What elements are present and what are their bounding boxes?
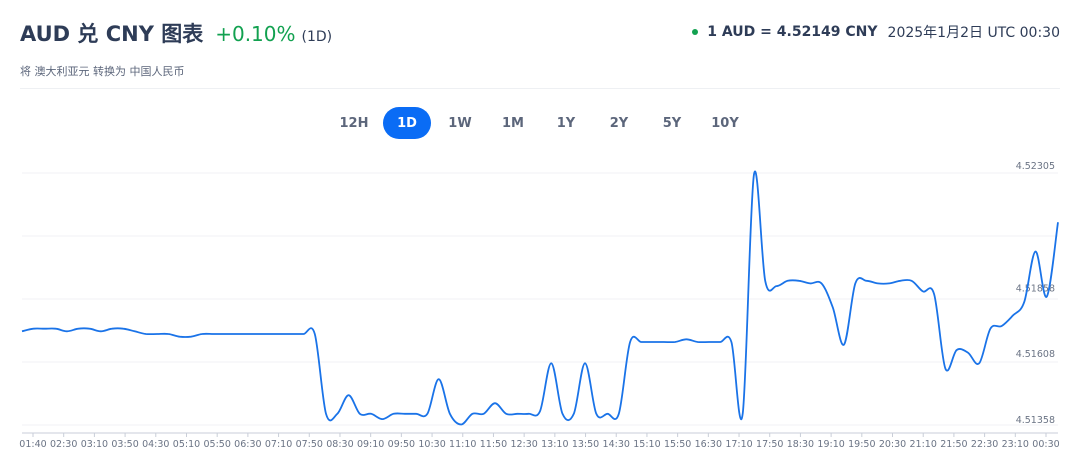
x-tick-label: 10:30 <box>418 439 445 450</box>
x-tick-label: 19:50 <box>848 439 875 450</box>
x-tick-label: 16:30 <box>695 439 722 450</box>
x-tick-label: 00:30 <box>1032 439 1059 450</box>
rate-timestamp: 2025年1月2日 UTC 00:30 <box>887 25 1060 41</box>
y-tick-label: 4.51858 <box>1016 283 1055 294</box>
change-percent: +0.10% <box>215 22 296 46</box>
x-tick-label: 18:30 <box>787 439 814 450</box>
x-tick-label: 08:30 <box>326 439 353 450</box>
x-tick-label: 07:10 <box>265 439 292 450</box>
tab-1y[interactable]: 1Y <box>556 115 576 131</box>
range-tabs: 12H 1D 1W 1M 1Y 2Y 5Y 10Y <box>330 107 754 139</box>
tab-5y[interactable]: 5Y <box>662 115 682 131</box>
current-rate: 1 AUD = 4.52149 CNY 2025年1月2日 UTC 00:30 <box>692 22 1060 42</box>
y-tick-label: 4.51358 <box>1016 415 1055 426</box>
tab-2y[interactable]: 2Y <box>609 115 629 131</box>
y-tick-label: 4.51608 <box>1016 349 1055 360</box>
page-subtitle: 将 澳大利亚元 转换为 中国人民币 <box>20 65 185 78</box>
tab-1d[interactable]: 1D <box>383 107 431 139</box>
x-tick-label: 01:40 <box>19 439 46 450</box>
live-status-dot-icon <box>692 29 699 35</box>
x-tick-label: 13:10 <box>541 439 568 450</box>
header-divider <box>20 88 1060 89</box>
x-tick-label: 22:30 <box>971 439 998 450</box>
x-tick-label: 07:50 <box>296 439 323 450</box>
x-tick-label: 23:10 <box>1002 439 1029 450</box>
tab-1w[interactable]: 1W <box>448 115 472 131</box>
x-tick-label: 13:50 <box>572 439 599 450</box>
rate-value: 1 AUD = 4.52149 CNY <box>707 24 878 40</box>
x-tick-label: 05:50 <box>203 439 230 450</box>
x-tick-label: 21:50 <box>940 439 967 450</box>
x-tick-label: 03:10 <box>81 439 108 450</box>
x-tick-label: 03:50 <box>111 439 138 450</box>
x-tick-label: 19:10 <box>817 439 844 450</box>
x-tick-label: 17:50 <box>756 439 783 450</box>
x-tick-label: 06:30 <box>234 439 261 450</box>
x-tick-label: 14:30 <box>603 439 630 450</box>
x-tick-label: 12:30 <box>510 439 537 450</box>
tab-1m[interactable]: 1M <box>502 115 524 131</box>
tab-12h[interactable]: 12H <box>339 115 369 131</box>
change-period: (1D) <box>301 29 333 45</box>
x-tick-label: 15:50 <box>664 439 691 450</box>
x-tick-label: 09:10 <box>357 439 384 450</box>
x-tick-label: 11:10 <box>449 439 476 450</box>
x-tick-label: 17:10 <box>725 439 752 450</box>
series-line <box>21 170 1059 426</box>
header: AUD 兑 CNY 图表 +0.10% (1D) <box>20 18 332 48</box>
x-tick-label: 20:30 <box>879 439 906 450</box>
x-tick-label: 15:10 <box>633 439 660 450</box>
x-tick-label: 09:50 <box>388 439 415 450</box>
x-tick-label: 02:30 <box>50 439 77 450</box>
x-tick-label: 21:10 <box>910 439 937 450</box>
x-tick-label: 05:10 <box>173 439 200 450</box>
tab-10y[interactable]: 10Y <box>711 115 739 131</box>
x-tick-label: 11:50 <box>480 439 507 450</box>
x-tick-label: 04:30 <box>142 439 169 450</box>
y-tick-label: 4.52305 <box>1016 161 1055 172</box>
page-title: AUD 兑 CNY 图表 <box>20 22 204 46</box>
